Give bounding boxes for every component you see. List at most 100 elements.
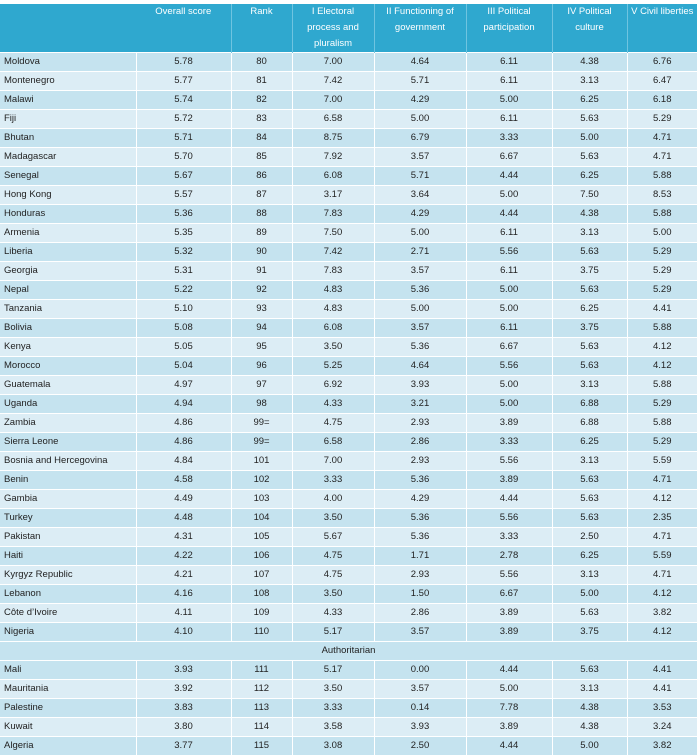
cell-country: Armenia [0,224,136,243]
cell-country: Guatemala [0,376,136,395]
cell-electoral-process: 7.83 [292,205,374,224]
cell-electoral-process: 3.17 [292,186,374,205]
cell-electoral-process: 4.75 [292,547,374,566]
column-header-overall-score: Overall score [136,4,231,53]
cell-rank: 86 [231,167,292,186]
cell-country: Moldova [0,53,136,72]
cell-country: Nigeria [0,623,136,642]
cell-rank: 115 [231,737,292,755]
cell-rank: 113 [231,699,292,718]
cell-political-culture: 5.63 [552,471,627,490]
cell-functioning-of-government: 5.71 [374,72,466,91]
cell-political-participation: 3.33 [466,129,552,148]
cell-functioning-of-government: 2.93 [374,452,466,471]
cell-electoral-process: 5.17 [292,623,374,642]
cell-functioning-of-government: 5.71 [374,167,466,186]
cell-civil-liberties: 3.82 [627,737,697,755]
cell-electoral-process: 3.58 [292,718,374,737]
cell-country: Tanzania [0,300,136,319]
cell-political-participation: 6.11 [466,262,552,281]
cell-civil-liberties: 5.88 [627,167,697,186]
cell-overall-score: 5.70 [136,148,231,167]
cell-country: Côte d’Ivoire [0,604,136,623]
cell-functioning-of-government: 5.36 [374,509,466,528]
cell-political-participation: 6.67 [466,148,552,167]
cell-electoral-process: 5.67 [292,528,374,547]
cell-electoral-process: 3.08 [292,737,374,755]
cell-political-participation: 6.11 [466,110,552,129]
cell-functioning-of-government: 2.93 [374,414,466,433]
cell-civil-liberties: 5.29 [627,262,697,281]
cell-functioning-of-government: 0.00 [374,661,466,680]
cell-political-culture: 5.00 [552,129,627,148]
cell-overall-score: 5.74 [136,91,231,110]
cell-political-participation: 5.00 [466,680,552,699]
cell-country: Zambia [0,414,136,433]
cell-functioning-of-government: 4.29 [374,91,466,110]
cell-political-participation: 3.89 [466,623,552,642]
cell-rank: 99= [231,414,292,433]
cell-functioning-of-government: 2.50 [374,737,466,755]
cell-political-culture: 6.88 [552,414,627,433]
cell-political-culture: 5.63 [552,110,627,129]
cell-country: Madagascar [0,148,136,167]
cell-country: Bosnia and Hercegovina [0,452,136,471]
cell-rank: 88 [231,205,292,224]
cell-political-participation: 5.56 [466,357,552,376]
cell-political-culture: 6.25 [552,433,627,452]
cell-political-culture: 4.38 [552,718,627,737]
cell-political-culture: 5.00 [552,737,627,755]
cell-political-participation: 5.00 [466,376,552,395]
cell-country: Senegal [0,167,136,186]
cell-electoral-process: 5.25 [292,357,374,376]
cell-rank: 90 [231,243,292,262]
cell-civil-liberties: 6.76 [627,53,697,72]
cell-electoral-process: 6.58 [292,110,374,129]
cell-overall-score: 4.16 [136,585,231,604]
cell-rank: 95 [231,338,292,357]
cell-electoral-process: 3.50 [292,338,374,357]
cell-overall-score: 4.84 [136,452,231,471]
cell-functioning-of-government: 2.93 [374,566,466,585]
cell-overall-score: 4.22 [136,547,231,566]
cell-political-participation: 5.00 [466,91,552,110]
cell-civil-liberties: 5.88 [627,205,697,224]
cell-functioning-of-government: 5.36 [374,528,466,547]
cell-civil-liberties: 3.24 [627,718,697,737]
cell-country: Mali [0,661,136,680]
cell-civil-liberties: 4.71 [627,129,697,148]
cell-political-participation: 3.33 [466,528,552,547]
cell-rank: 111 [231,661,292,680]
cell-political-culture: 5.63 [552,509,627,528]
cell-rank: 105 [231,528,292,547]
cell-overall-score: 4.11 [136,604,231,623]
cell-political-culture: 3.13 [552,376,627,395]
cell-civil-liberties: 4.12 [627,585,697,604]
cell-country: Gambia [0,490,136,509]
cell-political-culture: 3.13 [552,224,627,243]
cell-civil-liberties: 5.88 [627,319,697,338]
cell-electoral-process: 3.50 [292,509,374,528]
cell-rank: 84 [231,129,292,148]
cell-functioning-of-government: 2.86 [374,604,466,623]
cell-functioning-of-government: 6.79 [374,129,466,148]
cell-civil-liberties: 4.71 [627,528,697,547]
cell-rank: 103 [231,490,292,509]
cell-political-participation: 2.78 [466,547,552,566]
column-header-country [0,4,136,53]
cell-political-culture: 5.63 [552,490,627,509]
cell-civil-liberties: 3.53 [627,699,697,718]
cell-overall-score: 4.86 [136,433,231,452]
cell-functioning-of-government: 3.57 [374,680,466,699]
cell-country: Montenegro [0,72,136,91]
cell-political-participation: 4.44 [466,167,552,186]
